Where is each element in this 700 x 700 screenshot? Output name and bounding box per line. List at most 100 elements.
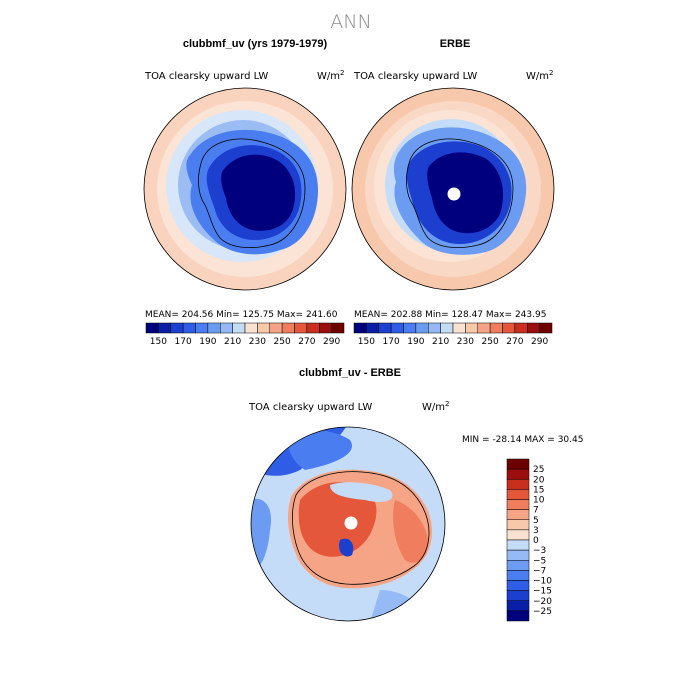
panel1-title: clubbmf_uv (yrs 1979-1979) [183, 38, 328, 50]
cb1-tick-label: 230 [249, 337, 266, 347]
cb1-swatch [220, 322, 233, 334]
panel3-colorbar-tick-label: 0 [533, 536, 539, 546]
panel3-colorbar-swatch [506, 539, 530, 551]
cb1-tick-label: 190 [199, 337, 216, 347]
panel3-colorbar-tick-label: 15 [533, 485, 544, 495]
panel1-map-coastline [198, 138, 306, 249]
panel2-map-antarctica-core [427, 152, 504, 234]
cb1-swatch [244, 322, 258, 334]
cb2-tick-label: 150 [358, 337, 375, 347]
panel3-map-border [250, 426, 446, 622]
panel2-map [351, 87, 555, 291]
panel3-map [250, 426, 446, 622]
panel2-colorbar: 150 170 190 210 230 250 270 290 [353, 322, 553, 347]
panel3-map-pos-west [298, 482, 377, 557]
cb2-tick-label: 250 [482, 337, 499, 347]
panel3-colorbar-tick-label: 5 [533, 516, 539, 526]
cb1-swatch [232, 322, 246, 334]
cb1-swatch [294, 322, 308, 334]
cb1-swatch [281, 322, 295, 334]
cb2-swatch [502, 322, 516, 334]
panel2-map-pole-hole [447, 187, 461, 201]
panel3-colorbar-tick-label: −25 [533, 607, 552, 617]
cb1-swatch [182, 322, 196, 334]
cb1-tick-label: 150 [150, 337, 167, 347]
cb2-swatch [465, 322, 478, 334]
panel3-colorbar-tick-label: −7 [533, 566, 546, 576]
panel1-colorbar: 150 170 190 210 230 250 270 290 [145, 322, 345, 347]
panel3-colorbar-tick-label: −20 [533, 597, 552, 607]
panel3-colorbar-swatch [506, 560, 530, 571]
panel3-stats: MIN = -28.14 MAX = 30.45 [462, 435, 583, 445]
cb1-tick-label: 270 [298, 337, 315, 347]
panel3-map-pole-hole [344, 516, 358, 530]
panel3-colorbar-swatch [506, 580, 530, 591]
cb1-swatch [257, 322, 270, 334]
cb2-swatch [390, 322, 404, 334]
cb2-tick-label: 170 [383, 337, 400, 347]
panel3-colorbar-tick-label: −10 [533, 577, 552, 587]
panel3-map-neg-inner [330, 482, 393, 502]
cb2-swatch [366, 322, 379, 334]
panel3-colorbar-swatch [506, 610, 530, 622]
cb2-swatch [353, 322, 367, 334]
panel3-colorbar-swatch [506, 489, 530, 500]
panel3-colorbar-tick-label: −5 [533, 556, 546, 566]
cb2-tick-label: 190 [407, 337, 424, 347]
panel1-map [143, 87, 347, 291]
panel2-stats: MEAN= 202.88 Min= 128.47 Max= 243.95 [354, 310, 546, 320]
panel3-colorbar-swatch [506, 549, 530, 561]
cb2-swatch [415, 322, 429, 334]
panel3-map-coastline [292, 471, 430, 585]
panel3-colorbar-swatch [506, 479, 530, 490]
panel2-units: W/m2 [526, 69, 553, 82]
cb2-swatch [378, 322, 392, 334]
cb1-swatch [306, 322, 320, 334]
panel3-colorbar-swatch [506, 600, 530, 612]
cb1-tick-label: 210 [224, 337, 241, 347]
panel3-colorbar-swatch [506, 509, 530, 520]
panel3-colorbar-tick-label: −3 [533, 546, 546, 556]
cb2-swatch [428, 322, 441, 334]
panel3-map-pos-east [393, 500, 429, 563]
cb1-swatch [207, 322, 221, 334]
page-title: ANN [330, 11, 371, 33]
cb2-swatch [514, 322, 528, 334]
cb2-tick-label: 290 [531, 337, 548, 347]
panel1-map-antarctica-core [221, 154, 296, 231]
cb1-swatch [170, 322, 184, 334]
cb1-tick-label: 290 [323, 337, 340, 347]
panel1-units: W/m2 [317, 69, 344, 82]
panel3-colorbar-swatch [506, 590, 530, 601]
cb1-swatch [145, 322, 159, 334]
panel2-variable-label: TOA clearsky upward LW [353, 71, 477, 82]
cb2-swatch [527, 322, 540, 334]
panel3-colorbar-swatch [506, 458, 530, 470]
cb1-swatch [195, 322, 209, 334]
cb1-swatch [269, 322, 283, 334]
panel3-colorbar-tick-label: 3 [533, 526, 539, 536]
panel3-colorbar-tick-label: 20 [533, 475, 545, 485]
cb2-swatch [489, 322, 503, 334]
cb2-tick-label: 270 [506, 337, 523, 347]
panel3-colorbar-tick-label: 25 [533, 465, 544, 475]
cb1-swatch [331, 322, 345, 334]
cb2-tick-label: 230 [457, 337, 474, 347]
panel3-variable-label: TOA clearsky upward LW [248, 402, 372, 413]
panel3-colorbar-tick-label: 7 [533, 506, 539, 516]
panel3-map-neg-ross [339, 538, 354, 557]
cb2-swatch [403, 322, 417, 334]
panel1-stats: MEAN= 204.56 Min= 125.75 Max= 241.60 [145, 310, 338, 320]
panel3-title: clubbmf_uv - ERBE [299, 367, 401, 379]
cb1-swatch [319, 322, 332, 334]
panel2-map-coastline [406, 138, 514, 249]
cb1-tick-label: 250 [274, 337, 291, 347]
panel3-map-neg-n [288, 429, 352, 470]
panel3-colorbar-swatch [506, 499, 530, 510]
cb2-swatch [477, 322, 491, 334]
panel3-units: W/m2 [422, 400, 449, 413]
cb2-swatch [539, 322, 553, 334]
cb2-swatch [440, 322, 454, 334]
